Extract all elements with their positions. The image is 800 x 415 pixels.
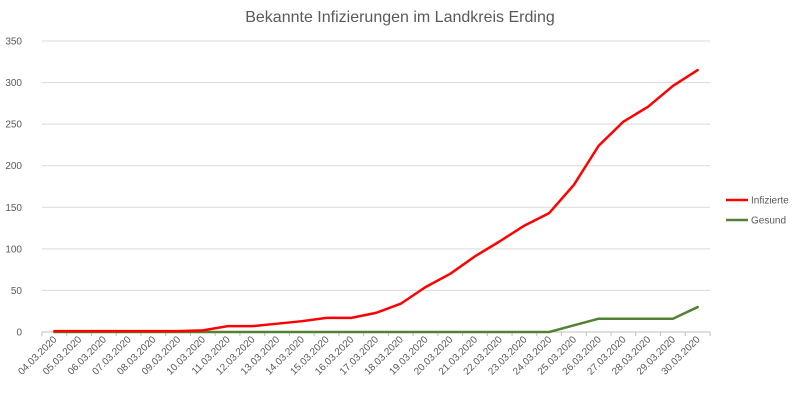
x-axis: 04.03.202005.03.202006.03.202007.03.2020… bbox=[16, 332, 711, 378]
y-tick-label: 350 bbox=[5, 37, 22, 48]
series-lines bbox=[53, 68, 699, 334]
chart-title: Bekannte Infizierungen im Landkreis Erdi… bbox=[245, 9, 555, 26]
y-tick-label: 250 bbox=[5, 120, 22, 131]
y-axis: 0 50 100 150 200 250 300 350 bbox=[5, 37, 22, 339]
y-tick-label: 200 bbox=[5, 161, 22, 172]
legend-label: Infizierte bbox=[751, 196, 789, 207]
y-tick-label: 0 bbox=[16, 328, 22, 339]
series-line-gesund bbox=[53, 305, 699, 334]
gridlines bbox=[42, 40, 710, 333]
y-tick-label: 100 bbox=[5, 244, 22, 255]
legend: Infizierte Gesund bbox=[726, 196, 789, 227]
y-tick-label: 300 bbox=[5, 78, 22, 89]
y-tick-label: 150 bbox=[5, 203, 22, 214]
legend-label: Gesund bbox=[751, 216, 786, 227]
series-line-infizierte bbox=[53, 68, 699, 333]
y-tick-label: 50 bbox=[11, 286, 23, 297]
